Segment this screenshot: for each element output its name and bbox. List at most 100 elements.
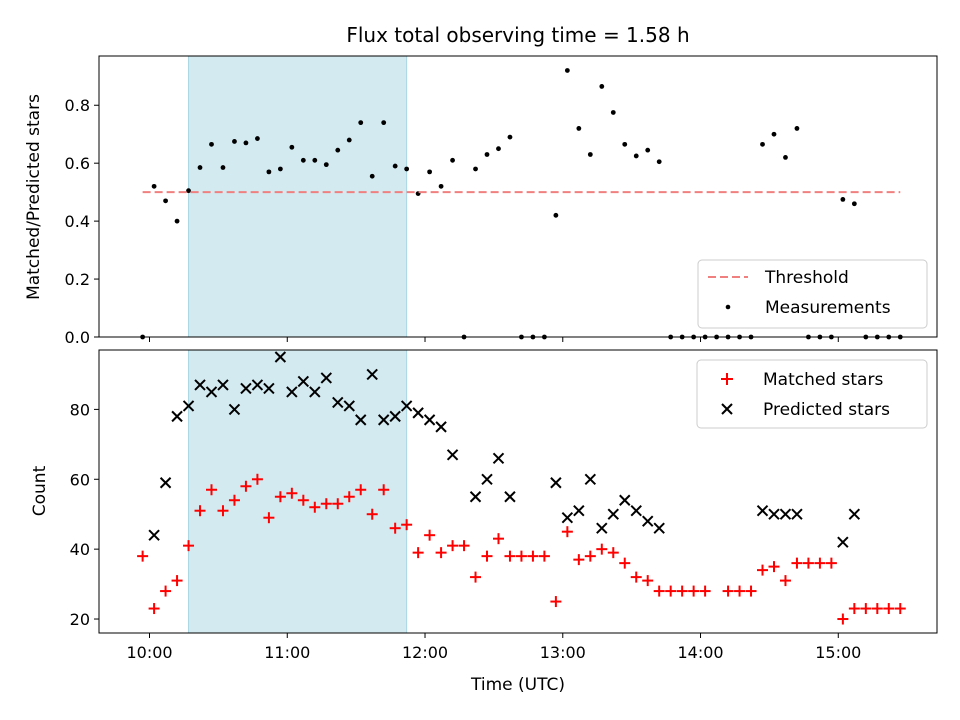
matched-stars-point xyxy=(320,498,332,510)
matched-stars-point xyxy=(722,585,734,597)
measurement-point xyxy=(209,141,214,147)
matched-stars-point xyxy=(665,585,677,597)
matched-stars-point xyxy=(802,557,814,569)
predicted-stars-point xyxy=(653,522,665,534)
measurement-point xyxy=(840,196,846,202)
measurement-point xyxy=(266,169,272,175)
measurement-point xyxy=(312,157,318,163)
matched-stars-point xyxy=(619,557,631,569)
matched-stars-point xyxy=(492,533,504,545)
measurement-point xyxy=(300,157,306,163)
predicted-stars-point xyxy=(435,421,447,433)
predicted-legend-swatch xyxy=(721,403,733,415)
x-tick-label: 11:00 xyxy=(264,643,310,662)
predicted-stars-point xyxy=(423,414,436,426)
measurement-point xyxy=(323,162,329,168)
measurement-point xyxy=(507,134,513,140)
y-tick-label: 20 xyxy=(70,610,90,629)
matched-legend-label: Matched stars xyxy=(763,370,883,390)
measurement-point xyxy=(622,141,628,147)
predicted-stars-point xyxy=(297,375,310,388)
measurement-point xyxy=(197,165,203,170)
matched-stars-point xyxy=(883,603,895,615)
ratio-y-ticks: 0.0 0.2 0.4 0.6 0.8 xyxy=(65,96,99,347)
measurement-point xyxy=(794,126,800,131)
matched-stars-point xyxy=(768,561,780,573)
matched-stars-point xyxy=(194,505,206,517)
matched-stars-point xyxy=(550,596,562,608)
predicted-stars-point xyxy=(837,536,849,548)
matched-stars-point xyxy=(389,522,401,534)
measurement-point xyxy=(427,169,433,175)
measurement-point xyxy=(587,152,593,157)
ratio-x-ticks xyxy=(149,337,839,342)
matched-stars-point xyxy=(435,547,447,559)
matched-stars-point xyxy=(825,557,837,569)
measurement-point xyxy=(392,163,398,169)
y-tick-label: 0.8 xyxy=(65,96,90,115)
predicted-stars-point xyxy=(584,473,597,485)
predicted-stars-point xyxy=(194,379,206,391)
measurement-point xyxy=(450,157,455,163)
predicted-stars-point xyxy=(389,410,401,423)
y-tick-label: 0.4 xyxy=(65,212,90,231)
matched-stars-point xyxy=(309,501,321,513)
x-tick-label: 14:00 xyxy=(677,643,723,662)
matched-stars-point xyxy=(630,571,642,583)
matched-stars-point xyxy=(424,529,436,541)
matched-stars-point xyxy=(263,512,275,524)
measurement-point xyxy=(358,120,364,126)
measurement-point xyxy=(645,147,651,153)
matched-stars-point xyxy=(183,540,195,552)
measurement-point xyxy=(656,159,662,165)
matched-stars-point xyxy=(251,473,263,485)
matched-stars-point xyxy=(504,550,516,562)
predicted-stars-point xyxy=(355,414,367,426)
predicted-stars-point xyxy=(320,372,333,384)
measurement-point xyxy=(289,144,295,150)
chart-title: Flux total observing time = 1.58 h xyxy=(346,23,689,47)
measurement-point xyxy=(553,212,559,218)
matched-stars-point xyxy=(205,484,217,496)
matched-stars-point xyxy=(447,540,459,552)
predicted-stars-point xyxy=(263,382,275,395)
measurements-legend-label: Measurements xyxy=(765,298,891,318)
matched-stars-point xyxy=(688,585,700,597)
x-tick-label: 12:00 xyxy=(402,643,448,662)
y-tick-label: 60 xyxy=(70,470,90,489)
predicted-stars-point xyxy=(596,522,608,534)
matched-stars-point xyxy=(366,508,378,520)
y-tick-label: 0.6 xyxy=(65,154,90,173)
count-panel: 10:00 11:00 12:00 13:00 14:00 15:00 20406080 … xyxy=(30,349,938,695)
ratio-legend: Threshold Measurements xyxy=(697,259,928,329)
matched-stars-point xyxy=(148,603,160,615)
predicted-stars-point xyxy=(779,508,792,520)
ratio-panel: 0.00.20.40.60.8 Matched/Predicted stars … xyxy=(24,55,938,347)
matched-stars-point xyxy=(458,540,470,552)
predicted-stars-point xyxy=(228,403,241,416)
measurement-point xyxy=(277,166,283,172)
measurement-point xyxy=(255,136,260,141)
x-tick-label: 15:00 xyxy=(815,643,861,662)
predicted-stars-point xyxy=(756,505,769,517)
predicted-stars-point xyxy=(217,379,229,391)
matched-stars-point xyxy=(160,585,172,597)
predicted-stars-point xyxy=(791,508,803,520)
y-tick-label: 0.2 xyxy=(65,270,90,289)
x-tick-label: 13:00 xyxy=(540,643,586,662)
matched-stars-point xyxy=(217,505,229,517)
predicted-stars-point xyxy=(343,400,355,412)
matched-stars-point xyxy=(814,557,826,569)
matched-stars-point xyxy=(286,487,298,499)
matched-stars-point xyxy=(378,484,390,496)
predicted-stars-point xyxy=(848,508,861,520)
measurement-point xyxy=(496,146,501,152)
matched-stars-point xyxy=(791,557,803,569)
count-y-ticks: 20 40 60 80 xyxy=(70,400,99,629)
predicted-stars-point xyxy=(159,477,172,489)
measurement-point xyxy=(369,173,375,179)
measurement-point xyxy=(174,218,180,224)
measurement-point xyxy=(783,154,788,160)
predicted-stars-point xyxy=(492,452,505,465)
